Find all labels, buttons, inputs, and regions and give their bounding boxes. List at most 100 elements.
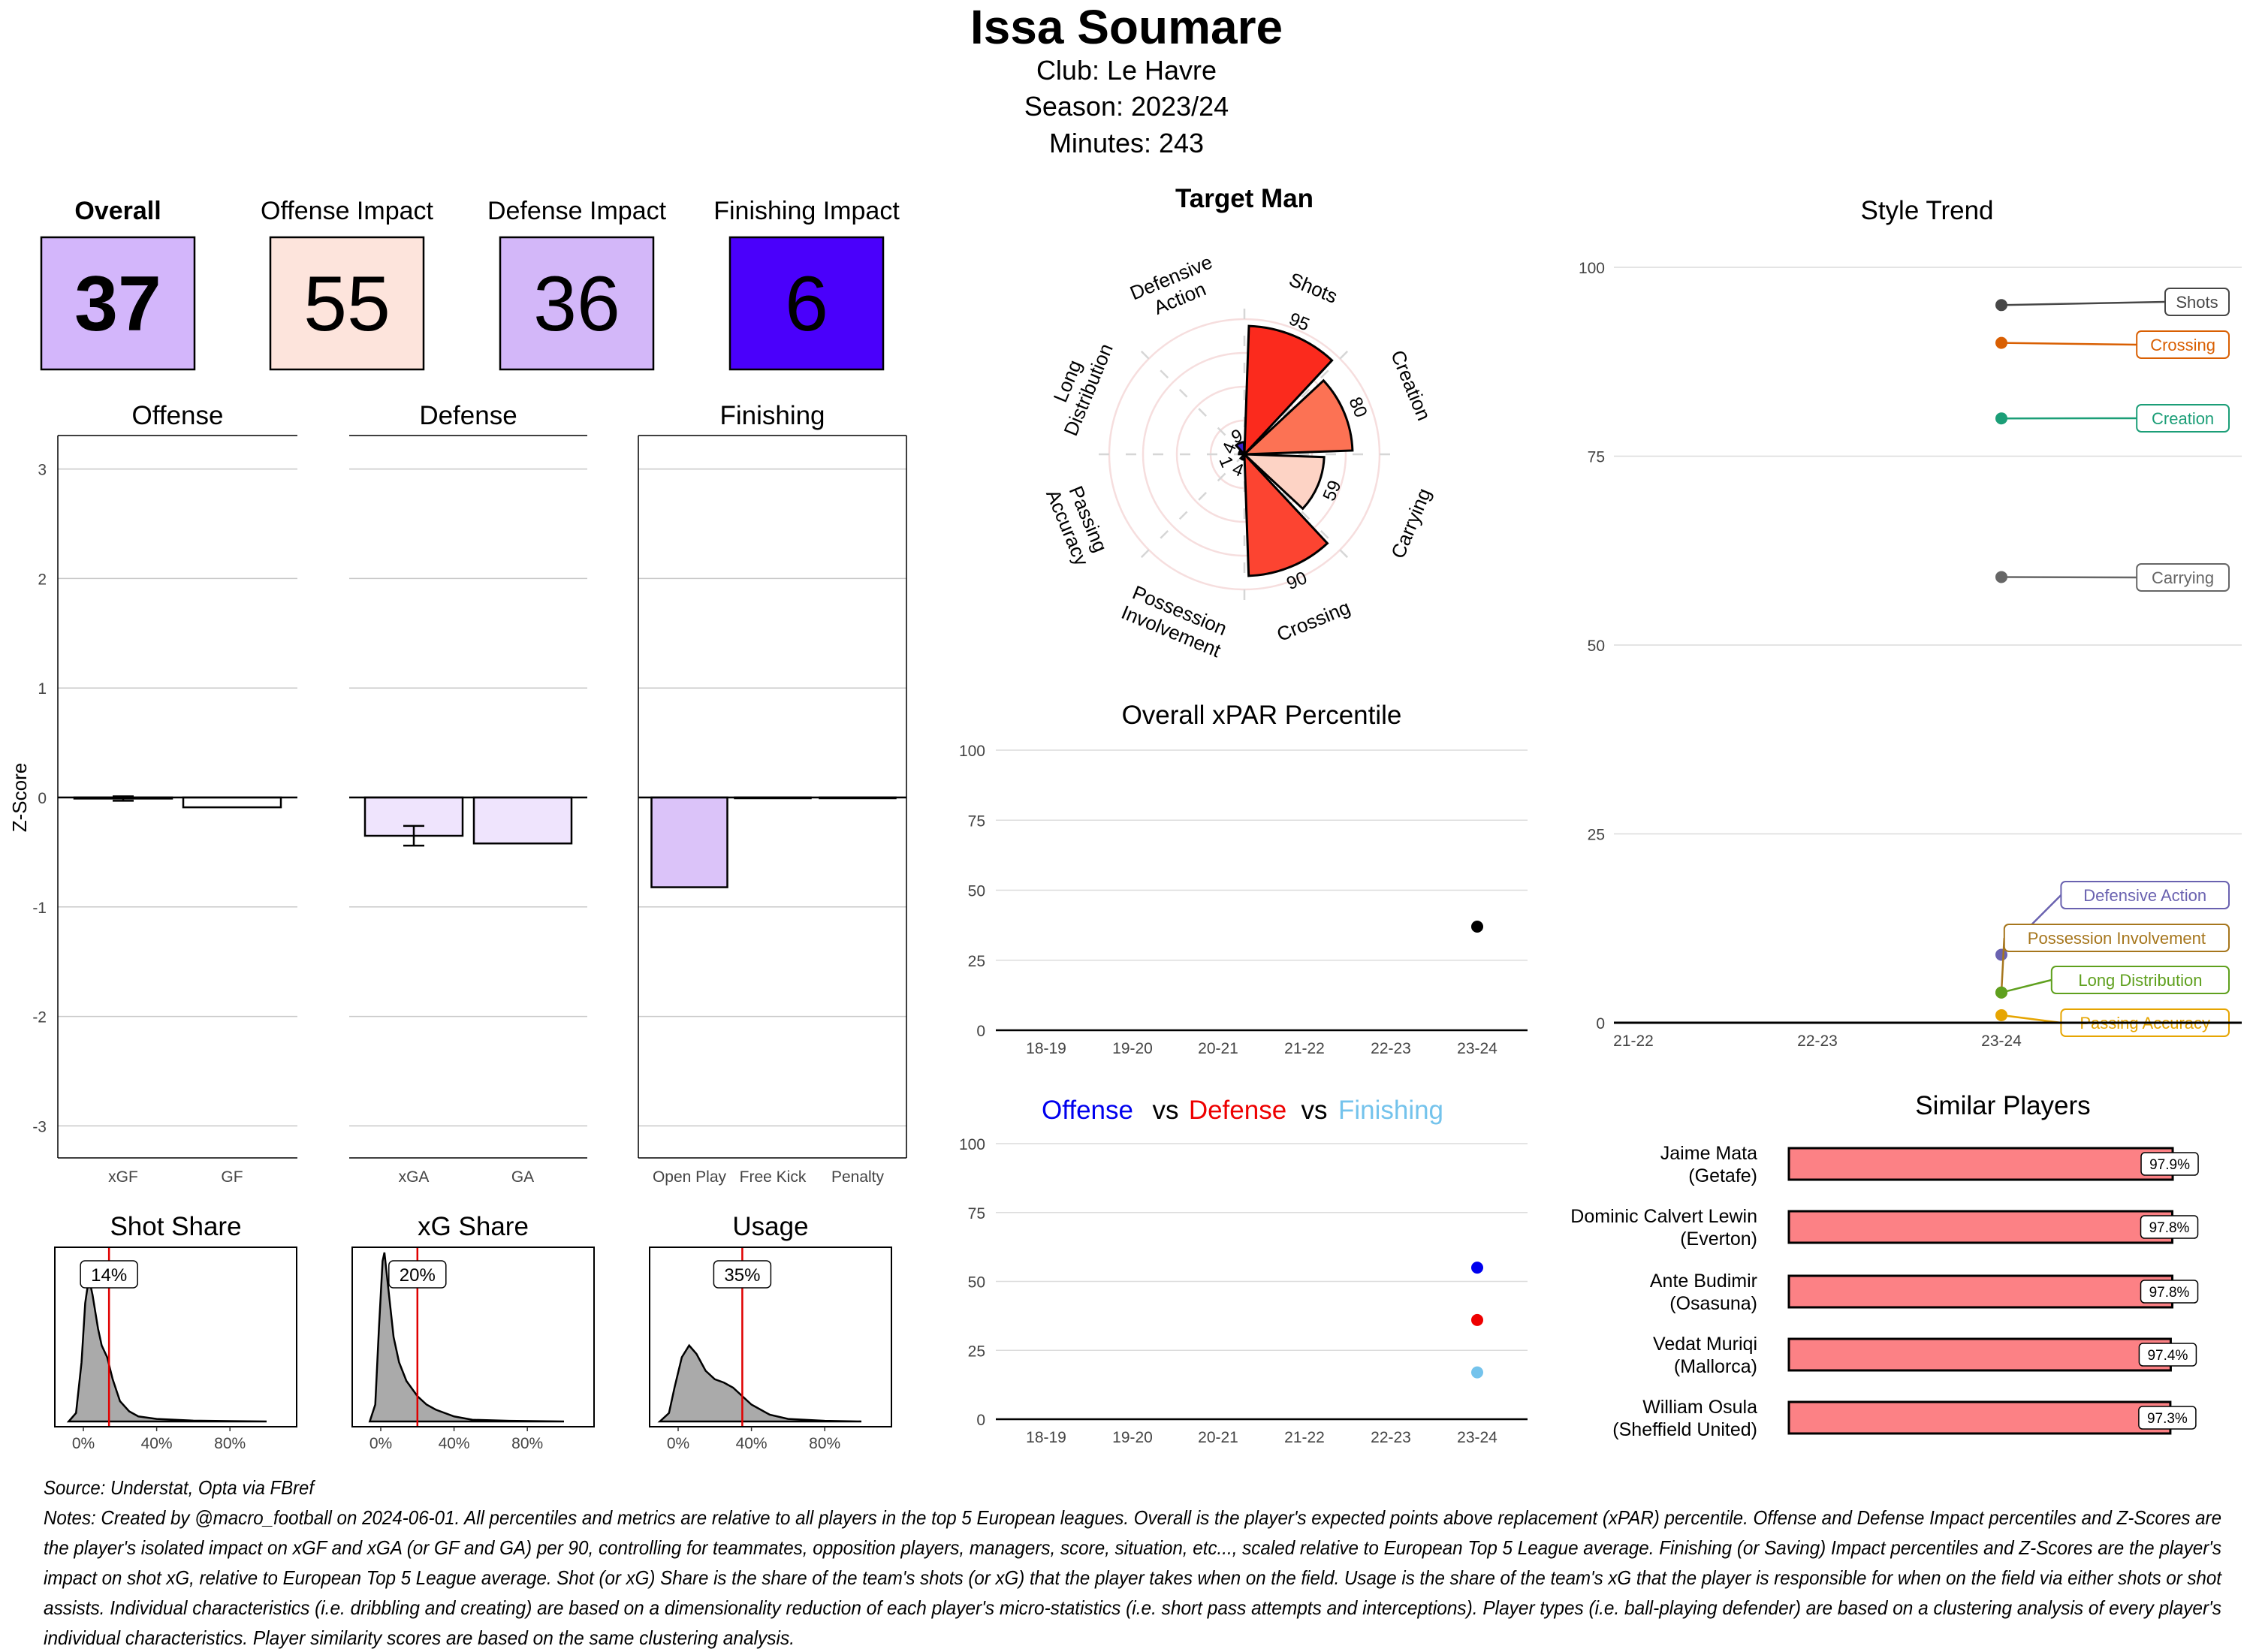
- season-line: Season: 2023/24: [1024, 91, 1229, 122]
- footer: Source: Understat, Opta via FBref Notes:…: [44, 1476, 2223, 1649]
- notes-line: individual characteristics. Player simil…: [44, 1626, 795, 1649]
- value-label: 35%: [724, 1265, 760, 1286]
- density-area: [66, 1277, 267, 1423]
- radar-bar-defensive-action: [1234, 441, 1246, 457]
- label-line: Creation: [1386, 347, 1435, 424]
- panel-title: Shot Share: [110, 1212, 241, 1241]
- chart-title-part: Defense: [1189, 1096, 1286, 1125]
- panel-title: Finishing: [719, 401, 825, 430]
- radar-category-label: LongDistribution: [1039, 332, 1117, 439]
- series-label: Creation: [2152, 409, 2214, 428]
- x-tick-label: 80%: [511, 1435, 543, 1452]
- notes-line: assists. Individual characteristics (i.e…: [44, 1596, 2221, 1619]
- chart-title-part: Finishing: [1338, 1096, 1443, 1125]
- chart-title-part: vs: [1301, 1096, 1328, 1125]
- x-tick-label: GA: [511, 1168, 534, 1186]
- y-tick-label: 0: [976, 1412, 985, 1429]
- point-creation: [1995, 412, 2007, 425]
- connector-long-distribution: [2001, 978, 2052, 993]
- y-tick-label: 100: [1579, 260, 1605, 277]
- x-tick-label: 40%: [439, 1435, 470, 1452]
- point-shots: [1995, 299, 2007, 312]
- similar-player-row: Vedat Muriqi(Mallorca) 97.4%: [1653, 1334, 2197, 1377]
- player-name: Issa Soumare: [970, 0, 1283, 54]
- y-tick-label: 75: [968, 1205, 985, 1222]
- series-label: Defensive Action: [2083, 886, 2206, 905]
- y-tick-label: 75: [1588, 449, 1605, 466]
- x-tick-label: xGA: [399, 1168, 430, 1186]
- chart-title: Similar Players: [1915, 1091, 2090, 1120]
- x-tick-label: 18-19: [1026, 1040, 1066, 1057]
- value-label-box: [713, 1260, 772, 1289]
- connector-shots: [2001, 300, 2166, 306]
- panel-title: Defense: [419, 401, 517, 430]
- similarity-bar: [1787, 1147, 2174, 1181]
- panel-border: [351, 1247, 595, 1427]
- z-score-chart: Z-Score 3 2 1 0 -1 -2 -3 Offense xGF GF Defense xGA G…: [8, 401, 907, 1186]
- x-tick-label: 0%: [369, 1435, 392, 1452]
- score-value: 6: [785, 261, 828, 348]
- x-tick-label: 80%: [809, 1435, 840, 1452]
- similar-players-chart: Similar Players Jaime Mata(Getafe) 97.9% Do…: [1570, 1091, 2199, 1440]
- label-box-crossing: [2136, 330, 2230, 359]
- point-passing-accuracy: [1995, 1008, 2007, 1021]
- similarity-bar: [1787, 1337, 2172, 1372]
- point-long-distribution: [1995, 986, 2007, 999]
- x-tick-label: 22-23: [1371, 1429, 1411, 1446]
- label-line: Shots: [1286, 268, 1341, 308]
- label-box-long-distribution: [2050, 966, 2230, 994]
- x-tick-label: 21-22: [1284, 1429, 1325, 1446]
- notes-line: impact on shot xG, relative to European …: [44, 1566, 2223, 1589]
- x-tick-label: 19-20: [1112, 1429, 1153, 1446]
- density-area: [368, 1252, 565, 1423]
- similarity-value: 97.9%: [2149, 1157, 2190, 1173]
- label-box-shots: [2164, 288, 2230, 316]
- score-value: 55: [303, 261, 391, 348]
- z-bar-gf: [182, 796, 282, 809]
- x-tick-label: 18-19: [1026, 1429, 1066, 1446]
- point-crossing: [1995, 336, 2007, 349]
- similarity-bar: [1787, 1274, 2174, 1309]
- player-name: Jaime Mata: [1660, 1143, 1757, 1164]
- score-label: Defense Impact: [487, 197, 667, 225]
- x-tick-label: 40%: [141, 1435, 173, 1452]
- value-label-box: [2138, 1406, 2197, 1430]
- x-tick-label: 21-22: [1613, 1032, 1654, 1050]
- value-label: 20%: [400, 1265, 436, 1286]
- x-tick-label: GF: [221, 1168, 243, 1186]
- y-tick-label: 75: [968, 812, 985, 830]
- y-tick-label: -2: [32, 1009, 47, 1026]
- share-panel-usage: Usage 35% 0% 40% 80%: [649, 1212, 892, 1452]
- error-bar: [403, 824, 424, 847]
- x-tick-label: 0%: [72, 1435, 95, 1452]
- similar-player-row: Jaime Mata(Getafe) 97.9%: [1660, 1143, 2199, 1186]
- similarity-value: 97.8%: [2149, 1285, 2190, 1301]
- similar-player-row: William Osula(Sheffield United) 97.3%: [1612, 1397, 2197, 1440]
- series-label: Carrying: [2152, 568, 2214, 587]
- y-tick-label: 100: [959, 743, 985, 760]
- similarity-value: 97.8%: [2149, 1220, 2190, 1236]
- radar-bar-crossing: [1243, 451, 1329, 577]
- grid-spoke: [1133, 454, 1245, 565]
- y-tick-label: 25: [968, 1343, 985, 1360]
- point-overall: [1471, 920, 1483, 933]
- x-tick-label: 23-24: [1457, 1429, 1497, 1446]
- player-name: William Osula: [1642, 1397, 1757, 1418]
- label-box-carrying: [2136, 563, 2230, 592]
- value-label-box: [388, 1260, 447, 1289]
- value-label-box: [2140, 1280, 2199, 1304]
- player-name: Ante Budimir: [1650, 1271, 1757, 1292]
- radar-category-label: DefensiveAction: [1126, 250, 1224, 325]
- style-trend-chart: Style Trend 0 25 50 75 100 21-22 22-23 23-24 Shot…: [1579, 196, 2242, 1050]
- x-tick-label: 20-21: [1198, 1429, 1238, 1446]
- y-tick-label: 0: [1596, 1015, 1605, 1032]
- radar-bar-carrying: [1241, 453, 1326, 511]
- header: Issa Soumare Club: Le Havre Season: 2023…: [970, 0, 1283, 158]
- score-label: Offense Impact: [261, 197, 433, 225]
- score-value: 36: [533, 261, 620, 348]
- point-finishing: [1471, 1366, 1483, 1379]
- score-box: [40, 236, 196, 371]
- grid-ring: [1175, 385, 1313, 523]
- impact-percentile-chart: Offense vs Defense vs Finishing 0 25 50 75 100 18-…: [959, 1096, 1528, 1446]
- chart-title-part: Offense: [1042, 1096, 1133, 1125]
